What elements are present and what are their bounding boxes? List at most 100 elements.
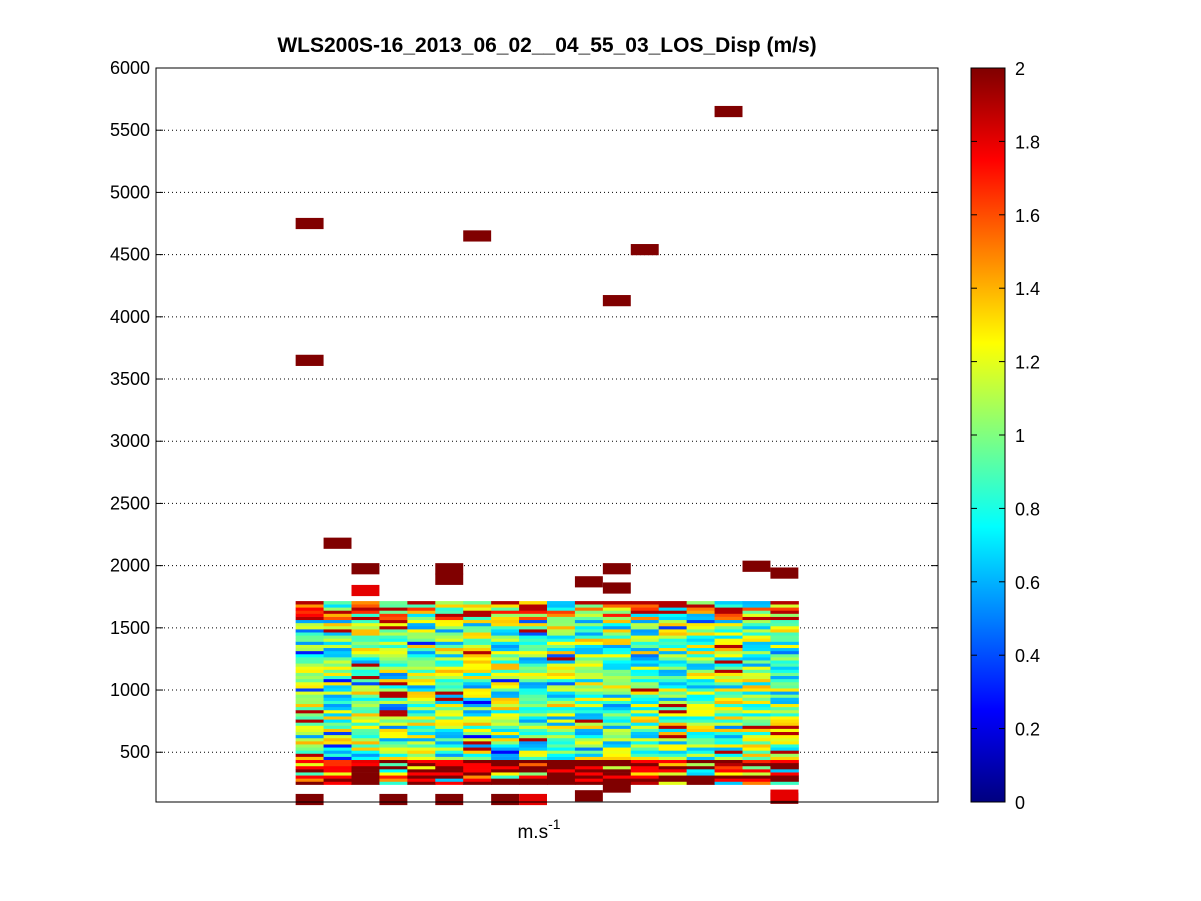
heatmap-cell xyxy=(463,765,492,770)
heatmap-cell xyxy=(323,660,352,664)
heatmap-cell xyxy=(714,753,743,757)
heatmap-cell xyxy=(686,772,716,776)
heatmap-cell xyxy=(686,601,716,605)
heatmap-cell xyxy=(714,616,743,621)
heatmap-cell xyxy=(547,616,576,621)
heatmap-cell xyxy=(770,678,799,683)
heatmap-cell xyxy=(602,725,632,729)
heatmap-cell xyxy=(686,734,716,739)
heatmap-cell xyxy=(714,644,743,649)
heatmap-cell xyxy=(435,713,464,717)
heatmap-cell xyxy=(574,576,603,588)
heatmap-cell xyxy=(435,778,464,782)
heatmap-cell xyxy=(435,657,464,661)
heatmap-cell xyxy=(742,781,771,785)
heatmap-cell xyxy=(295,765,325,770)
heatmap-cell xyxy=(602,653,632,658)
heatmap-cell xyxy=(351,747,380,751)
heatmap-cell xyxy=(630,728,660,733)
heatmap-cell xyxy=(686,781,716,785)
heatmap-cell xyxy=(658,660,688,664)
heatmap-cell xyxy=(547,753,576,757)
heatmap-cell xyxy=(491,613,520,617)
heatmap-cell xyxy=(519,678,548,683)
heatmap-cell xyxy=(630,719,660,723)
heatmap-cell xyxy=(463,753,492,757)
heatmap-cell xyxy=(351,685,380,689)
heatmap-cell xyxy=(602,759,632,764)
heatmap-cell xyxy=(574,775,604,779)
heatmap-cell xyxy=(630,737,660,742)
heatmap-cell xyxy=(519,613,548,617)
heatmap-cell xyxy=(742,660,771,664)
heatmap-cell xyxy=(630,731,660,736)
heatmap-cell xyxy=(351,641,380,645)
heatmap-cell xyxy=(770,653,799,658)
heatmap-cell xyxy=(351,753,380,757)
heatmap-cell xyxy=(379,616,408,621)
heatmap-cell xyxy=(463,669,492,673)
heatmap-cell xyxy=(686,644,716,649)
heatmap-cell xyxy=(323,759,352,764)
heatmap-cell xyxy=(602,563,631,575)
heatmap-cell xyxy=(519,728,548,733)
heatmap-cell xyxy=(407,644,436,649)
heatmap-cell xyxy=(770,700,799,705)
heatmap-cell xyxy=(602,629,632,633)
heatmap-cell xyxy=(519,641,548,645)
heatmap-cell xyxy=(547,722,576,726)
heatmap-cell xyxy=(547,744,576,748)
heatmap-cell xyxy=(547,769,576,773)
heatmap-cell xyxy=(742,560,771,572)
heatmap-cell xyxy=(379,691,408,695)
heatmap-cell xyxy=(295,744,325,748)
heatmap-cell xyxy=(295,625,325,630)
heatmap-cell xyxy=(574,604,604,608)
heatmap-cell xyxy=(770,681,799,686)
heatmap-cell xyxy=(491,700,520,705)
heatmap-cell xyxy=(435,647,464,652)
heatmap-cell xyxy=(435,793,464,806)
heatmap-cell xyxy=(519,734,548,739)
heatmap-cell xyxy=(323,688,352,692)
heatmap-cell xyxy=(742,719,771,723)
heatmap-cell xyxy=(658,632,688,636)
heatmap-cell xyxy=(547,610,576,614)
heatmap-cell xyxy=(491,744,520,748)
heatmap-cell xyxy=(295,653,325,658)
heatmap-cell xyxy=(463,747,492,751)
heatmap-cell xyxy=(379,678,408,683)
heatmap-cell xyxy=(295,706,325,711)
heatmap-cell xyxy=(435,644,464,649)
heatmap-cell xyxy=(519,622,548,627)
heatmap-cell xyxy=(602,744,632,748)
heatmap-cell xyxy=(323,778,352,782)
heatmap-cell xyxy=(407,734,436,739)
heatmap-cell xyxy=(770,772,799,776)
heatmap-cell xyxy=(658,750,688,754)
heatmap-cell xyxy=(574,765,604,770)
heatmap-cell xyxy=(770,663,799,667)
heatmap-cell xyxy=(602,625,632,630)
heatmap-cell xyxy=(519,753,548,757)
heatmap-cell xyxy=(630,765,660,770)
heatmap-cell xyxy=(742,750,771,754)
heatmap-cell xyxy=(463,722,492,726)
heatmap-cell xyxy=(407,747,436,751)
heatmap-cell xyxy=(519,700,548,705)
heatmap-cell xyxy=(407,775,436,779)
heatmap-cell xyxy=(630,706,660,711)
heatmap-cell xyxy=(463,769,492,773)
heatmap-cell xyxy=(658,713,688,717)
heatmap-cell xyxy=(463,647,492,652)
heatmap-cell xyxy=(323,747,352,751)
heatmap-cell xyxy=(770,650,799,655)
heatmap-cell xyxy=(295,719,325,723)
heatmap-cell xyxy=(574,619,604,624)
heatmap-cell xyxy=(435,563,464,575)
heatmap-cell xyxy=(351,778,380,782)
heatmap-cell xyxy=(547,647,576,652)
heatmap-cell xyxy=(351,563,380,575)
heatmap-cell xyxy=(463,635,492,639)
heatmap-cell xyxy=(295,613,325,617)
